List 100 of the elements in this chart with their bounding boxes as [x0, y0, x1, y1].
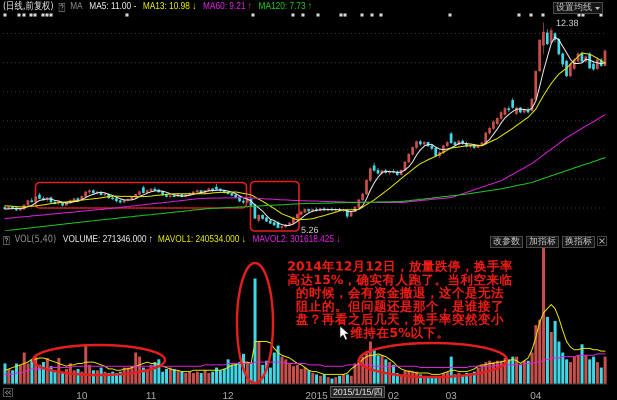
- candlestick: [234, 194, 238, 198]
- bar: [284, 359, 288, 384]
- candlestick: [504, 106, 506, 116]
- candlestick: [261, 214, 264, 220]
- bar: [180, 372, 184, 384]
- bar: [554, 320, 557, 384]
- candlestick: [418, 140, 422, 146]
- button: 改参数: [490, 236, 523, 248]
- candlestick: [104, 192, 106, 197]
- bar: [192, 373, 195, 384]
- bar: [334, 377, 338, 384]
- bar: [322, 374, 326, 384]
- candlestick: [146, 189, 149, 194]
- bar: [3, 363, 6, 384]
- candlestick: [300, 210, 302, 216]
- text: 2015/1/15/四: [330, 386, 386, 398]
- annotation: 换指标: [565, 237, 592, 247]
- bar: [204, 370, 207, 384]
- candlestick: [196, 189, 199, 194]
- candlestick: [280, 225, 284, 230]
- bar: [342, 374, 346, 384]
- button: 换指标: [562, 236, 595, 248]
- annotation: 2014年12月12日，放量跌停，换手率高达15%，确实有人跑了。当利空来临的时候，会有资金撤退，这个是无法阻止的。但问题还是那个，是谁接了盘？再看之后几天，换手率突然变小维持在5%以下。: [287, 258, 513, 340]
- bar: [542, 247, 546, 384]
- candlestick: [296, 212, 299, 220]
- candlestick: [500, 110, 502, 121]
- text: VOLUME: 271346.000 ↑: [62, 234, 153, 245]
- candlestick: [84, 190, 87, 198]
- candlestick: [76, 196, 80, 202]
- bar: [196, 372, 199, 384]
- chart-title: VOL(5,40): [14, 234, 56, 245]
- bar: [511, 356, 514, 384]
- candlestick: [492, 120, 495, 130]
- bar: [346, 374, 349, 384]
- annotation: 加指标: [529, 237, 556, 247]
- bar: [296, 364, 299, 384]
- bar: [311, 373, 314, 384]
- text: MA60: 9.21 ↑: [203, 1, 252, 12]
- x-tick-label: 12: [222, 391, 234, 400]
- candlestick: [604, 49, 606, 66]
- candlestick: [522, 108, 526, 114]
- bar: [22, 352, 26, 384]
- bar: [307, 370, 310, 384]
- candlestick: [34, 195, 37, 203]
- candlestick: [507, 106, 510, 112]
- bar: [300, 368, 303, 384]
- annotation: 5.26: [301, 224, 319, 234]
- candlestick: [372, 162, 376, 172]
- legend-title: MA: [70, 1, 83, 12]
- bar: [172, 368, 176, 384]
- candlestick: [142, 185, 145, 194]
- candlestick: [38, 192, 41, 200]
- candlestick: [422, 140, 426, 146]
- bar: [330, 378, 334, 384]
- bar: [515, 356, 518, 384]
- candlestick: [350, 210, 352, 218]
- bar: [211, 372, 214, 384]
- chart-title: (日线,前复权): [3, 1, 54, 12]
- candlestick: [118, 198, 122, 204]
- bar: [318, 376, 322, 384]
- bar: [580, 344, 584, 384]
- candlestick: [111, 196, 114, 200]
- bar: [176, 370, 180, 384]
- x-tick-label: 04: [530, 391, 542, 400]
- text: MAVOL1: 240534.000 ↓: [158, 234, 246, 245]
- bar: [600, 368, 603, 384]
- bar: [215, 368, 218, 384]
- bar: [338, 376, 342, 384]
- candlestick: [88, 188, 91, 194]
- candlestick: [165, 193, 168, 198]
- candlestick: [115, 197, 118, 203]
- candlestick: [580, 51, 584, 63]
- bar: [188, 372, 192, 384]
- candlestick: [154, 186, 156, 192]
- bar: [280, 356, 284, 384]
- candlestick: [92, 189, 95, 194]
- bar: [526, 360, 530, 384]
- bar: [522, 360, 526, 384]
- annotation: 12.38: [556, 18, 579, 28]
- bar: [304, 368, 307, 384]
- bar: [276, 346, 280, 384]
- candlestick: [546, 28, 549, 46]
- bar: [165, 368, 168, 384]
- bar: [218, 370, 222, 384]
- candlestick: [265, 216, 268, 222]
- candlestick: [30, 197, 34, 204]
- candlestick: [450, 131, 452, 144]
- candlestick: [268, 219, 272, 224]
- bar: [592, 356, 596, 384]
- candlestick: [26, 200, 30, 206]
- button: 设置均线: [553, 2, 603, 14]
- x-tick-label: 11: [146, 391, 157, 400]
- candlestick: [150, 188, 152, 192]
- candlestick: [242, 198, 245, 204]
- candlestick: [138, 190, 141, 196]
- candlestick: [230, 192, 234, 197]
- candlestick: [168, 194, 172, 198]
- bar: [584, 355, 588, 384]
- button: 加指标: [526, 236, 559, 248]
- bar: [546, 316, 549, 384]
